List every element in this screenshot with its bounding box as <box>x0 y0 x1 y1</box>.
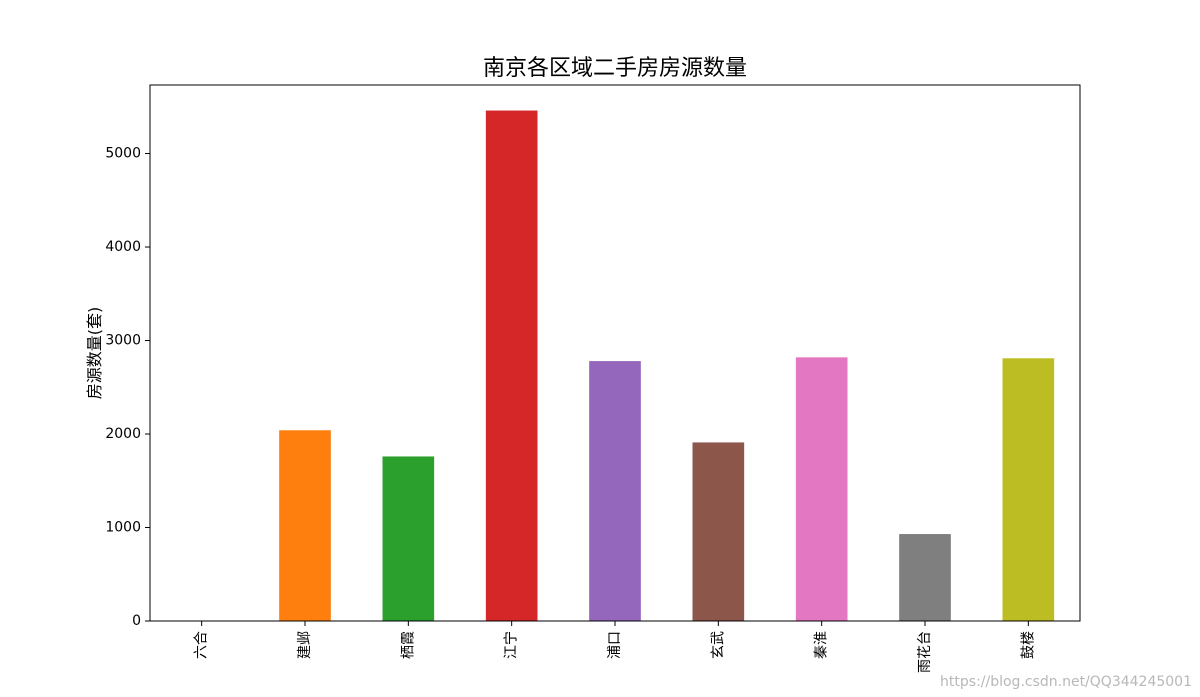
x-tick-label: 浦口 <box>607 631 623 659</box>
x-tick-label: 玄武 <box>709 631 726 659</box>
bar-2 <box>279 430 331 621</box>
watermark: https://blog.csdn.net/QQ344245001 <box>940 674 1192 690</box>
y-tick-label: 0 <box>132 613 141 629</box>
x-tick-label: 鼓楼 <box>1020 631 1036 659</box>
bar-9 <box>1002 358 1055 621</box>
x-tick-label: 江宁 <box>503 631 520 659</box>
y-tick-label: 2000 <box>105 426 141 442</box>
bar-4 <box>485 110 538 622</box>
x-tick-label: 栖霞 <box>400 631 416 659</box>
chart-title: 南京各区域二手房房源数量 <box>483 56 747 81</box>
y-tick-label: 1000 <box>105 520 141 536</box>
x-tick-label: 秦淮 <box>814 631 830 659</box>
x-axis-ticks: 六合 建邺 栖霞 江宁 浦口 玄武 秦淮 雨花台 鼓楼 <box>194 621 1036 673</box>
bar-8 <box>899 534 951 621</box>
y-axis-label: 房源数量(套) <box>85 307 104 400</box>
x-tick-label: 六合 <box>194 631 210 659</box>
bar-3 <box>382 456 435 621</box>
x-tick-label: 雨花台 <box>917 631 933 673</box>
x-tick-label: 建邺 <box>297 631 313 659</box>
bar-6 <box>692 442 745 621</box>
y-tick-label: 3000 <box>105 333 141 349</box>
y-tick-label: 4000 <box>105 239 141 255</box>
bar-5 <box>589 361 641 621</box>
bars-group <box>279 110 1055 622</box>
y-axis-ticks: 0 1000 2000 3000 4000 5000 <box>105 146 150 629</box>
bar-7 <box>795 357 848 621</box>
y-tick-label: 5000 <box>105 146 141 162</box>
